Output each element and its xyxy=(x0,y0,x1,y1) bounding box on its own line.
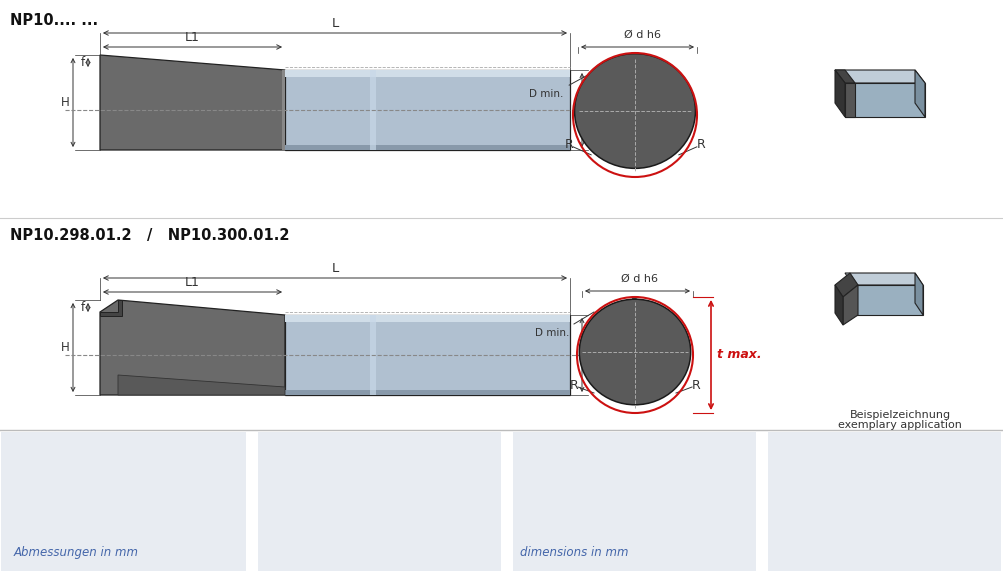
Text: NP10.298.01.2   /   NP10.300.01.2: NP10.298.01.2 / NP10.300.01.2 xyxy=(10,228,289,243)
Polygon shape xyxy=(285,70,570,77)
Polygon shape xyxy=(845,273,922,285)
Polygon shape xyxy=(370,315,376,395)
Text: L: L xyxy=(331,262,338,275)
Text: B: B xyxy=(630,297,639,310)
Ellipse shape xyxy=(574,54,695,168)
Text: Ø d h6: Ø d h6 xyxy=(624,30,661,40)
Ellipse shape xyxy=(579,299,690,405)
Text: NP10.... ...: NP10.... ... xyxy=(10,13,98,28)
Polygon shape xyxy=(834,70,924,83)
Text: Beispielzeichnung: Beispielzeichnung xyxy=(849,410,950,420)
Polygon shape xyxy=(370,70,376,150)
Polygon shape xyxy=(100,300,122,316)
Text: f: f xyxy=(81,301,85,314)
Polygon shape xyxy=(845,83,924,117)
Text: H: H xyxy=(61,96,70,109)
Text: R: R xyxy=(565,138,573,151)
Polygon shape xyxy=(914,273,922,315)
Polygon shape xyxy=(100,300,285,395)
Polygon shape xyxy=(843,285,858,325)
Text: Ø d h6: Ø d h6 xyxy=(621,274,658,284)
Text: L1: L1 xyxy=(185,276,200,289)
Polygon shape xyxy=(100,55,285,150)
Text: L1: L1 xyxy=(185,31,200,44)
Polygon shape xyxy=(914,70,924,117)
Bar xyxy=(513,432,755,571)
Text: t max.: t max. xyxy=(716,348,761,362)
Text: R: R xyxy=(569,379,578,391)
Text: L: L xyxy=(331,17,338,30)
Text: f: f xyxy=(81,56,85,69)
Polygon shape xyxy=(285,145,570,150)
Text: Ø d h6: Ø d h6 xyxy=(594,337,604,372)
Text: B: B xyxy=(630,53,639,66)
Text: R: R xyxy=(691,379,700,391)
Polygon shape xyxy=(118,375,285,395)
Text: R: R xyxy=(696,138,704,151)
Polygon shape xyxy=(285,70,570,150)
Polygon shape xyxy=(282,70,285,150)
Polygon shape xyxy=(834,273,858,297)
Polygon shape xyxy=(834,70,855,83)
Text: D min.: D min. xyxy=(534,328,569,338)
Polygon shape xyxy=(285,390,570,395)
Polygon shape xyxy=(285,315,570,395)
Polygon shape xyxy=(853,285,922,315)
Bar xyxy=(1,432,246,571)
Polygon shape xyxy=(834,70,845,117)
Bar xyxy=(767,432,1000,571)
Text: exemplary application: exemplary application xyxy=(838,420,961,430)
Text: H: H xyxy=(61,341,70,354)
Text: dimensions in mm: dimensions in mm xyxy=(520,546,628,559)
Text: Ø d h6: Ø d h6 xyxy=(594,93,604,127)
Polygon shape xyxy=(845,83,855,117)
Text: D min.: D min. xyxy=(529,89,563,99)
Polygon shape xyxy=(834,285,843,325)
Text: Abmessungen in mm: Abmessungen in mm xyxy=(14,546,138,559)
Bar xyxy=(258,432,500,571)
Polygon shape xyxy=(285,315,570,322)
